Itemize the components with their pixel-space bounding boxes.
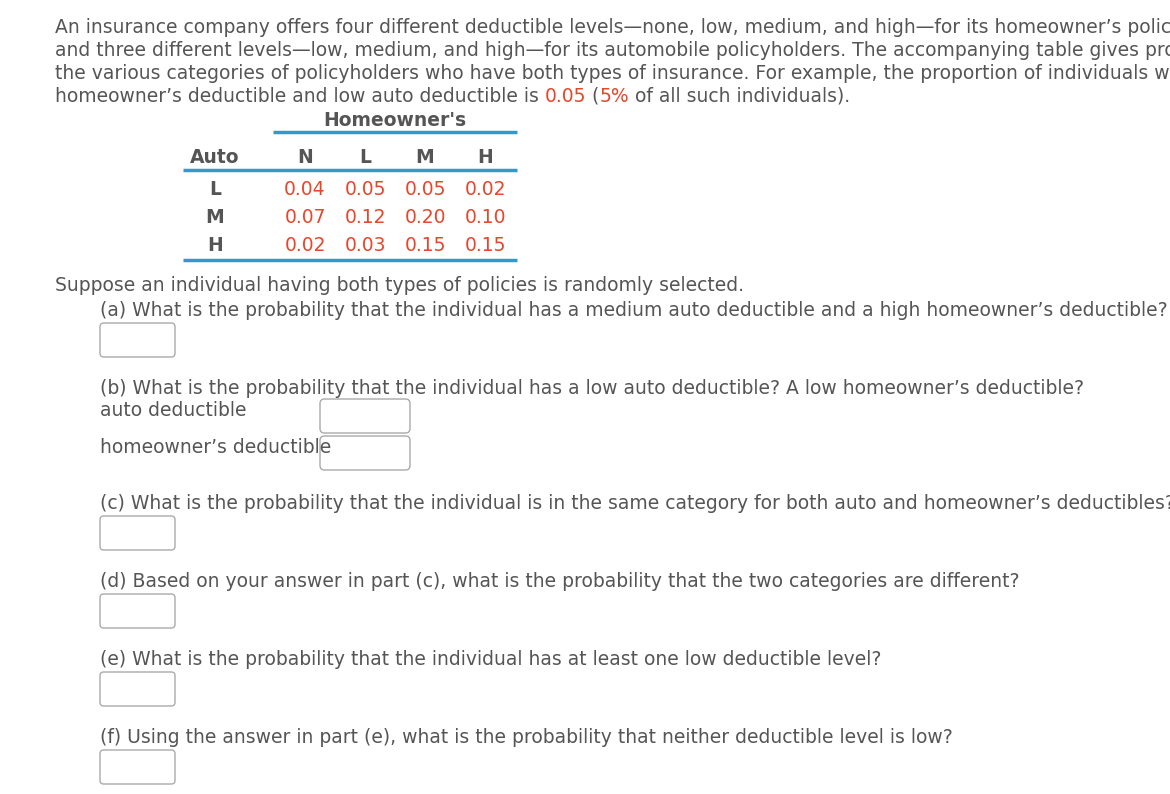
Text: 0.20: 0.20 [405,208,446,227]
Text: 0.02: 0.02 [464,180,505,199]
Text: 0.04: 0.04 [284,180,325,199]
Text: auto deductible: auto deductible [99,401,247,420]
FancyBboxPatch shape [99,323,176,357]
Text: M: M [415,148,434,167]
Text: (c) What is the probability that the individual is in the same category for both: (c) What is the probability that the ind… [99,494,1170,513]
Text: N: N [297,148,312,167]
Text: 0.07: 0.07 [284,208,325,227]
Text: 0.03: 0.03 [344,236,386,255]
Text: M: M [206,208,225,227]
Text: homeowner’s deductible: homeowner’s deductible [99,438,331,457]
Text: (a) What is the probability that the individual has a medium auto deductible and: (a) What is the probability that the ind… [99,301,1168,320]
FancyBboxPatch shape [321,436,410,470]
Text: (d) Based on your answer in part (c), what is the probability that the two categ: (d) Based on your answer in part (c), wh… [99,572,1019,591]
Text: H: H [477,148,493,167]
Text: 5%: 5% [600,87,629,106]
Text: 0.05: 0.05 [545,87,586,106]
Text: 0.05: 0.05 [344,180,386,199]
Text: 0.10: 0.10 [464,208,505,227]
Text: (e) What is the probability that the individual has at least one low deductible : (e) What is the probability that the ind… [99,650,881,669]
Text: An insurance company offers four different deductible levels—none, low, medium, : An insurance company offers four differe… [55,18,1170,37]
Text: Auto: Auto [191,148,240,167]
Text: (f) Using the answer in part (e), what is the probability that neither deductibl: (f) Using the answer in part (e), what i… [99,728,952,747]
Text: Suppose an individual having both types of policies is randomly selected.: Suppose an individual having both types … [55,276,744,295]
Text: (: ( [586,87,600,106]
Text: H: H [207,236,222,255]
Text: Homeowner's: Homeowner's [323,111,467,130]
FancyBboxPatch shape [99,516,176,550]
Text: 0.05: 0.05 [405,180,446,199]
Text: (b) What is the probability that the individual has a low auto deductible? A low: (b) What is the probability that the ind… [99,379,1083,398]
Text: homeowner’s deductible and low auto deductible is: homeowner’s deductible and low auto dedu… [55,87,545,106]
Text: 0.12: 0.12 [344,208,386,227]
FancyBboxPatch shape [99,594,176,628]
FancyBboxPatch shape [99,672,176,706]
FancyBboxPatch shape [99,750,176,784]
Text: 0.15: 0.15 [464,236,505,255]
Text: L: L [359,148,371,167]
Text: and three different levels—low, medium, and high—for its automobile policyholder: and three different levels—low, medium, … [55,41,1170,60]
Text: L: L [209,180,221,199]
FancyBboxPatch shape [321,399,410,433]
Text: 0.02: 0.02 [284,236,325,255]
Text: of all such individuals).: of all such individuals). [629,87,851,106]
Text: 0.15: 0.15 [405,236,446,255]
Text: the various categories of policyholders who have both types of insurance. For ex: the various categories of policyholders … [55,64,1170,83]
